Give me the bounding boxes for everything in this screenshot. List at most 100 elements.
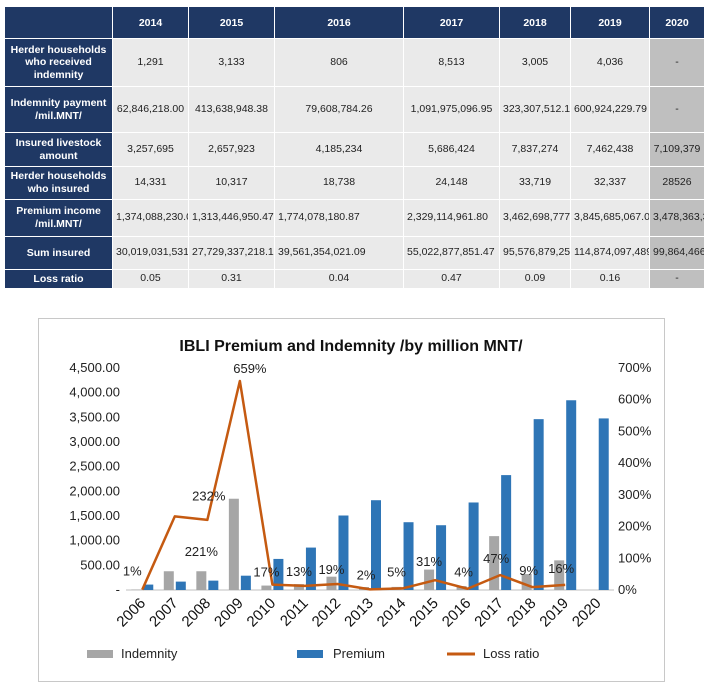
loss-ratio-data-label: 4%: [454, 565, 473, 580]
bar-premium: [273, 558, 284, 590]
column-header-2019: 2019: [570, 6, 650, 39]
table-cell: 3,478,363,328.02: [649, 199, 705, 237]
bar-premium: [533, 419, 544, 590]
x-tick-label: 2012: [309, 595, 345, 631]
table-cell: 323,307,512.12: [499, 86, 571, 133]
loss-ratio-data-label: 659%: [233, 361, 267, 376]
bar-premium: [468, 502, 479, 590]
legend-swatch-premium: [297, 650, 323, 658]
y-right-tick-label: 500%: [618, 423, 652, 438]
table-cell: 1,774,078,180.87: [274, 199, 404, 237]
table-cell: 1,091,975,096.95: [403, 86, 500, 133]
y-left-tick-label: 500.00: [80, 557, 120, 572]
table-cell: 114,874,097,489.99: [570, 236, 650, 270]
table-cell: 2,329,114,961.80: [403, 199, 500, 237]
x-tick-label: 2016: [439, 595, 475, 631]
table-cell: 413,638,948.38: [188, 86, 275, 133]
column-header-2020: 2020: [649, 6, 705, 39]
y-left-tick-label: -: [116, 582, 120, 597]
loss-ratio-data-label: 19%: [318, 562, 344, 577]
table-cell: 4,185,234: [274, 132, 404, 167]
table-cell: 1,313,446,950.47: [188, 199, 275, 237]
table-cell: 3,845,685,067.08: [570, 199, 650, 237]
table-cell: 79,608,784.26: [274, 86, 404, 133]
x-tick-label: 2019: [536, 595, 572, 631]
header-corner: [4, 6, 113, 39]
x-tick-label: 2018: [504, 595, 540, 631]
row-label: Herder households who insured: [4, 166, 113, 200]
y-left-tick-label: 3,000.00: [69, 434, 120, 449]
row-label: Insured livestock amount: [4, 132, 113, 167]
y-right-tick-label: 600%: [618, 392, 652, 407]
y-right-tick-label: 100%: [618, 550, 652, 565]
table-cell: 3,133: [188, 38, 275, 87]
table-header-row: 2014 2015 2016 2017 2018 2019 2020: [4, 6, 705, 39]
table-row: Sum insured30,019,031,531.8327,729,337,2…: [4, 236, 705, 270]
x-tick-label: 2010: [244, 595, 280, 631]
bar-indemnity: [228, 498, 239, 590]
bar-indemnity: [521, 574, 532, 590]
table-cell: 0.31: [188, 269, 275, 289]
y-right-tick-label: 700%: [618, 360, 652, 375]
y-left-tick-label: 4,500.00: [69, 360, 120, 375]
y-right-tick-label: 400%: [618, 455, 652, 470]
column-header-2018: 2018: [499, 6, 571, 39]
table-cell: 39,561,354,021.09: [274, 236, 404, 270]
table-row: Loss ratio 0.05 0.31 0.04 0.47 0.09 0.16-: [4, 269, 705, 289]
loss-ratio-line: [141, 379, 566, 591]
table-cell: 3,257,695: [112, 132, 189, 167]
table-cell: 24,148: [403, 166, 500, 200]
y-left-tick-label: 2,500.00: [69, 459, 120, 474]
data-table: 2014 2015 2016 2017 2018 2019 2020 Herder hous…: [4, 6, 705, 289]
bar-indemnity: [196, 571, 207, 590]
y-left-tick-label: 4,000.00: [69, 385, 120, 400]
table-cell: 4,036: [570, 38, 650, 87]
table-row: Herder households who insured 14,331 10,31…: [4, 166, 705, 200]
loss-ratio-data-label: 9%: [519, 563, 538, 578]
y-right-tick-label: 300%: [618, 487, 652, 502]
table-row: Herder households who received indemnity…: [4, 38, 705, 87]
table-cell: 7,109,379: [649, 132, 705, 167]
row-label: Herder households who received indemnity: [4, 38, 113, 87]
bar-indemnity: [554, 560, 565, 590]
table-row: Premium income /mil.MNT/1,374,088,230.00…: [4, 199, 705, 237]
x-tick-label: 2020: [569, 595, 605, 631]
legend-label-loss-ratio: Loss ratio: [483, 646, 539, 661]
table-cell: 5,686,424: [403, 132, 500, 167]
loss-ratio-data-label: 31%: [416, 554, 442, 569]
column-header-2016: 2016: [274, 6, 404, 39]
legend-label-premium: Premium: [333, 646, 385, 661]
legend-label-indemnity: Indemnity: [121, 646, 178, 661]
loss-ratio-data-label: 16%: [548, 561, 574, 576]
table-row: Indemnity payment /mil.MNT/62,846,218.00…: [4, 86, 705, 133]
loss-ratio-data-label: 13%: [286, 564, 312, 579]
loss-ratio-data-label: 5%: [387, 564, 406, 579]
loss-ratio-data-label: 47%: [483, 551, 509, 566]
bar-indemnity: [293, 584, 304, 590]
bar-premium: [305, 547, 316, 590]
table-cell: 0.47: [403, 269, 500, 289]
loss-ratio-data-label: 17%: [253, 565, 279, 580]
table-cell: 3,462,698,777.46: [499, 199, 571, 237]
table-cell: 0.05: [112, 269, 189, 289]
y-left-tick-label: 2,000.00: [69, 483, 120, 498]
loss-ratio-data-label: 232%: [192, 488, 226, 503]
table-cell: 33,719: [499, 166, 571, 200]
bar-premium: [403, 522, 414, 590]
y-left-tick-label: 1,000.00: [69, 533, 120, 548]
table-cell: 1,291: [112, 38, 189, 87]
table-cell: 32,337: [570, 166, 650, 200]
y-right-tick-label: 0%: [618, 582, 637, 597]
chart-svg: IBLI Premium and Indemnity /by million M…: [69, 338, 652, 661]
row-label: Sum insured: [4, 236, 113, 270]
loss-ratio-data-label: 221%: [185, 544, 219, 559]
bar-premium: [566, 400, 577, 590]
bar-premium: [371, 500, 381, 590]
bar-premium: [501, 475, 512, 590]
bar-premium: [208, 580, 219, 590]
bar-premium: [598, 418, 609, 590]
row-label: Indemnity payment /mil.MNT/: [4, 86, 113, 133]
table-cell: 1,374,088,230.00: [112, 199, 189, 237]
y-left-tick-label: 1,500.00: [69, 508, 120, 523]
x-tick-label: 2007: [146, 595, 182, 631]
